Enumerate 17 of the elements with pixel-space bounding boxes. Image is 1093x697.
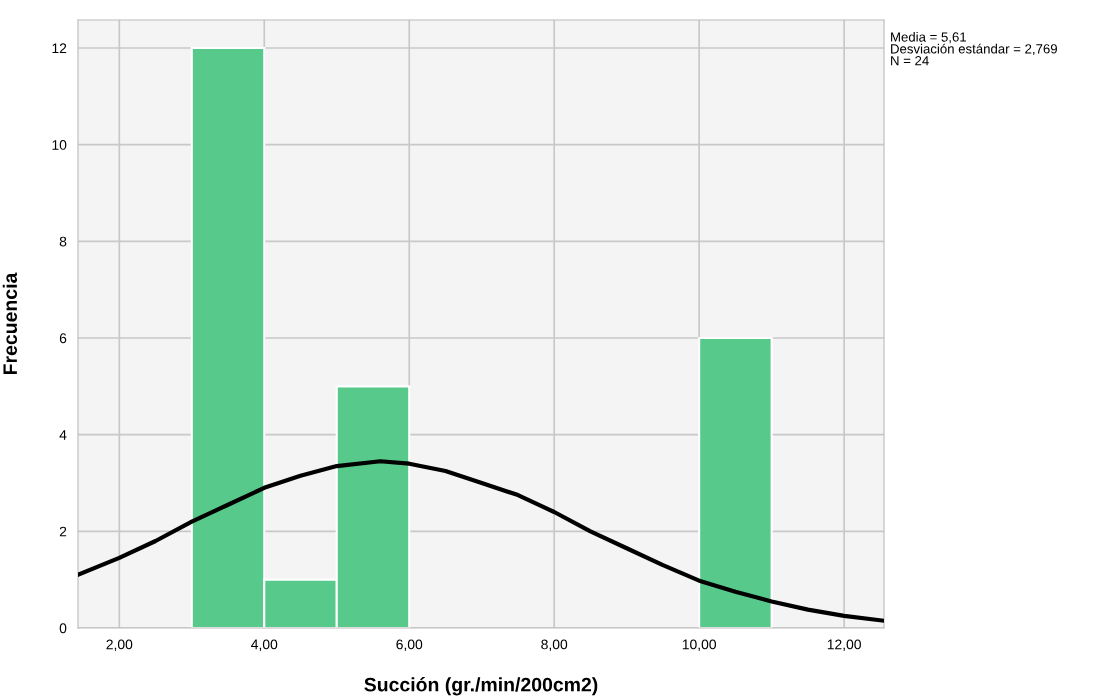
text: Media = 5,61 Desviación estándar = 2,769 N = 24 xyxy=(891,32,1057,66)
x-tick-label: 8,00 xyxy=(541,639,568,651)
y-tick-label: 0 xyxy=(59,623,67,634)
y-tick-label: 10 xyxy=(52,140,67,150)
y-tick-label: 6 xyxy=(59,333,67,344)
line-series xyxy=(78,459,884,623)
y-tick-label: 8 xyxy=(59,236,67,247)
y-tick-label: 2 xyxy=(59,526,67,537)
y-tick-label: 4 xyxy=(59,430,67,440)
x-tick-label: 2,00 xyxy=(106,639,133,651)
y-tick-label: 12 xyxy=(52,43,67,54)
x-tick-label: 6,00 xyxy=(396,639,423,651)
y-axis-title: Frecuencia xyxy=(2,272,18,375)
x-axis-title: Succión (gr./min/200cm2) xyxy=(364,677,598,696)
x-tick-label: 12,00 xyxy=(827,639,861,651)
x-tick-label: 10,00 xyxy=(682,639,717,651)
x-tick-label: 4,00 xyxy=(251,639,278,651)
